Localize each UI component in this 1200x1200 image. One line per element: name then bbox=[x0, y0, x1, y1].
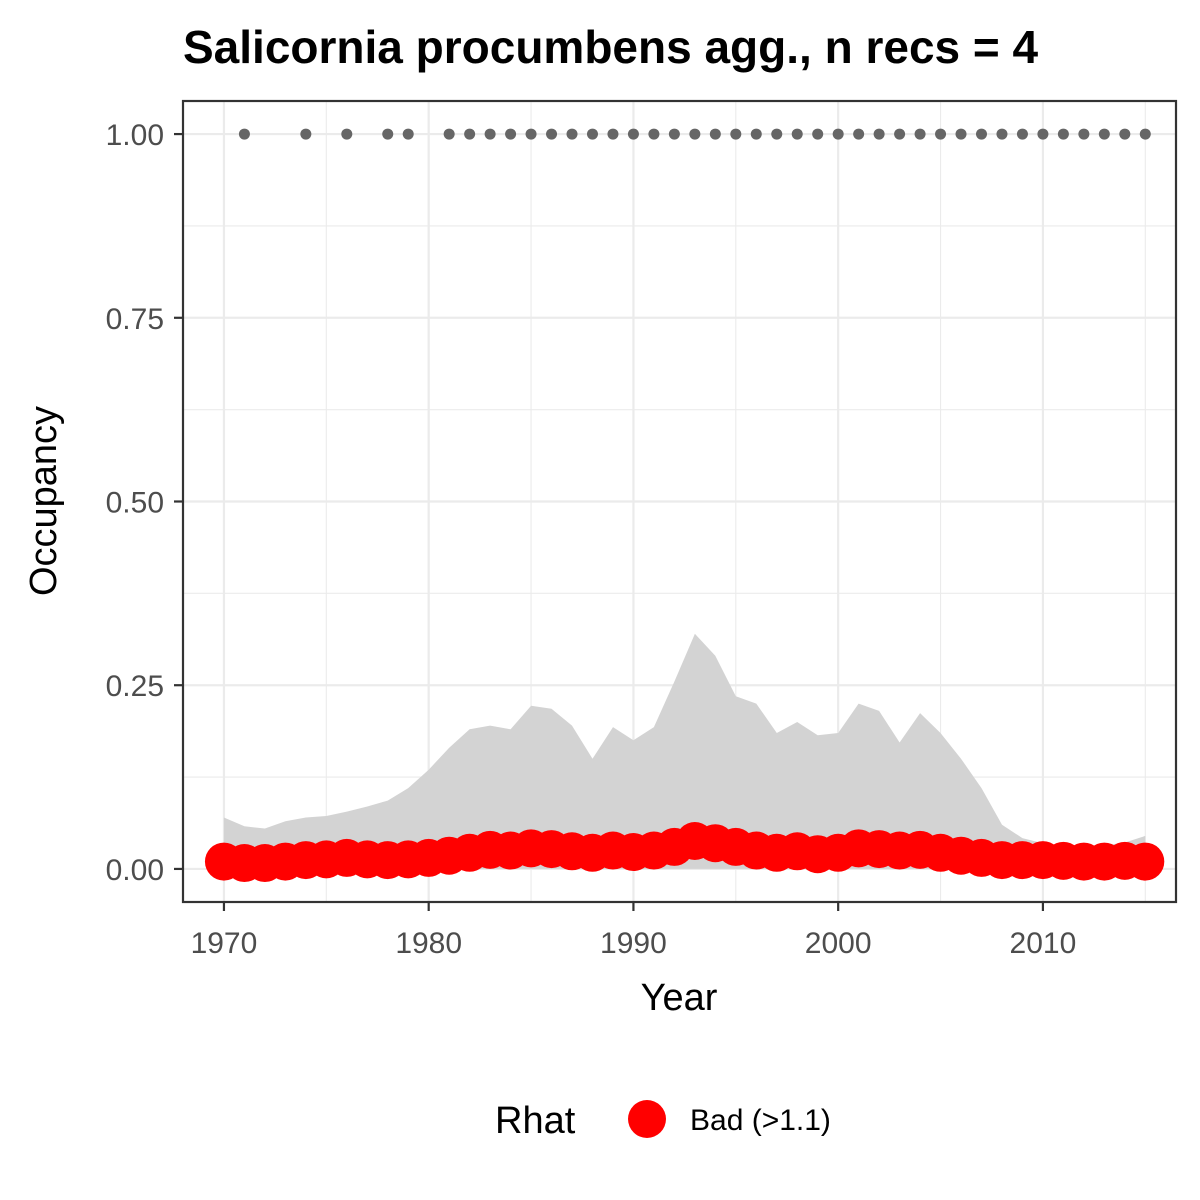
record-point bbox=[586, 128, 598, 140]
record-point bbox=[484, 128, 496, 140]
x-tick-label: 1970 bbox=[191, 927, 258, 960]
grid-major bbox=[183, 101, 1176, 902]
record-point bbox=[791, 128, 803, 140]
record-point bbox=[853, 128, 865, 140]
record-point bbox=[709, 128, 721, 140]
record-point bbox=[1078, 128, 1090, 140]
record-point bbox=[668, 128, 680, 140]
x-axis: 1970 1980 1990 2000 2010 bbox=[191, 902, 1077, 960]
x-tick-label: 1980 bbox=[395, 927, 462, 960]
y-tick-label: 0.75 bbox=[106, 303, 164, 336]
record-point bbox=[464, 128, 476, 140]
legend-title: Rhat bbox=[495, 1100, 576, 1142]
series-point bbox=[1126, 842, 1165, 881]
record-point bbox=[935, 128, 947, 140]
record-point bbox=[627, 128, 639, 140]
credible-interval-band bbox=[223, 633, 1146, 869]
band-area bbox=[223, 633, 1146, 869]
legend-key-bad bbox=[628, 1100, 666, 1138]
record-point bbox=[546, 128, 558, 140]
record-point bbox=[996, 128, 1008, 140]
record-point bbox=[1037, 128, 1049, 140]
record-point bbox=[1139, 128, 1151, 140]
x-tick-label: 2010 bbox=[1010, 927, 1077, 960]
legend: Rhat Bad (>1.1) bbox=[495, 1100, 831, 1142]
x-tick-label: 2000 bbox=[805, 927, 872, 960]
record-point bbox=[1057, 128, 1069, 140]
record-point bbox=[525, 128, 537, 140]
record-point bbox=[730, 128, 742, 140]
record-point bbox=[443, 128, 455, 140]
x-axis-title: Year bbox=[641, 977, 718, 1019]
record-point bbox=[238, 128, 250, 140]
record-point bbox=[812, 128, 824, 140]
y-axis: 0.00 0.25 0.50 0.75 1.00 bbox=[106, 119, 183, 887]
record-point bbox=[1098, 128, 1110, 140]
record-point bbox=[505, 128, 517, 140]
record-point bbox=[689, 128, 701, 140]
occupancy-series bbox=[204, 822, 1165, 883]
y-tick-label: 0.00 bbox=[106, 854, 164, 887]
record-point bbox=[1119, 128, 1131, 140]
record-point bbox=[894, 128, 906, 140]
record-point bbox=[873, 128, 885, 140]
record-point bbox=[750, 128, 762, 140]
record-point bbox=[402, 128, 414, 140]
y-tick-label: 1.00 bbox=[106, 119, 164, 152]
record-point bbox=[975, 128, 987, 140]
record-point bbox=[955, 128, 967, 140]
record-point bbox=[1016, 128, 1028, 140]
record-point bbox=[382, 128, 394, 140]
record-point bbox=[300, 128, 312, 140]
record-point bbox=[648, 128, 660, 140]
x-tick-label: 1990 bbox=[600, 927, 667, 960]
record-point bbox=[566, 128, 578, 140]
record-point bbox=[832, 128, 844, 140]
record-point bbox=[771, 128, 783, 140]
y-tick-label: 0.50 bbox=[106, 487, 164, 520]
legend-label-bad: Bad (>1.1) bbox=[690, 1104, 831, 1137]
record-point bbox=[914, 128, 926, 140]
chart-title: Salicornia procumbens agg., n recs = 4 bbox=[183, 21, 1039, 73]
record-point bbox=[341, 128, 353, 140]
y-tick-label: 0.25 bbox=[106, 670, 164, 703]
record-points bbox=[238, 128, 1151, 140]
y-axis-title: Occupancy bbox=[23, 406, 65, 596]
record-point bbox=[607, 128, 619, 140]
